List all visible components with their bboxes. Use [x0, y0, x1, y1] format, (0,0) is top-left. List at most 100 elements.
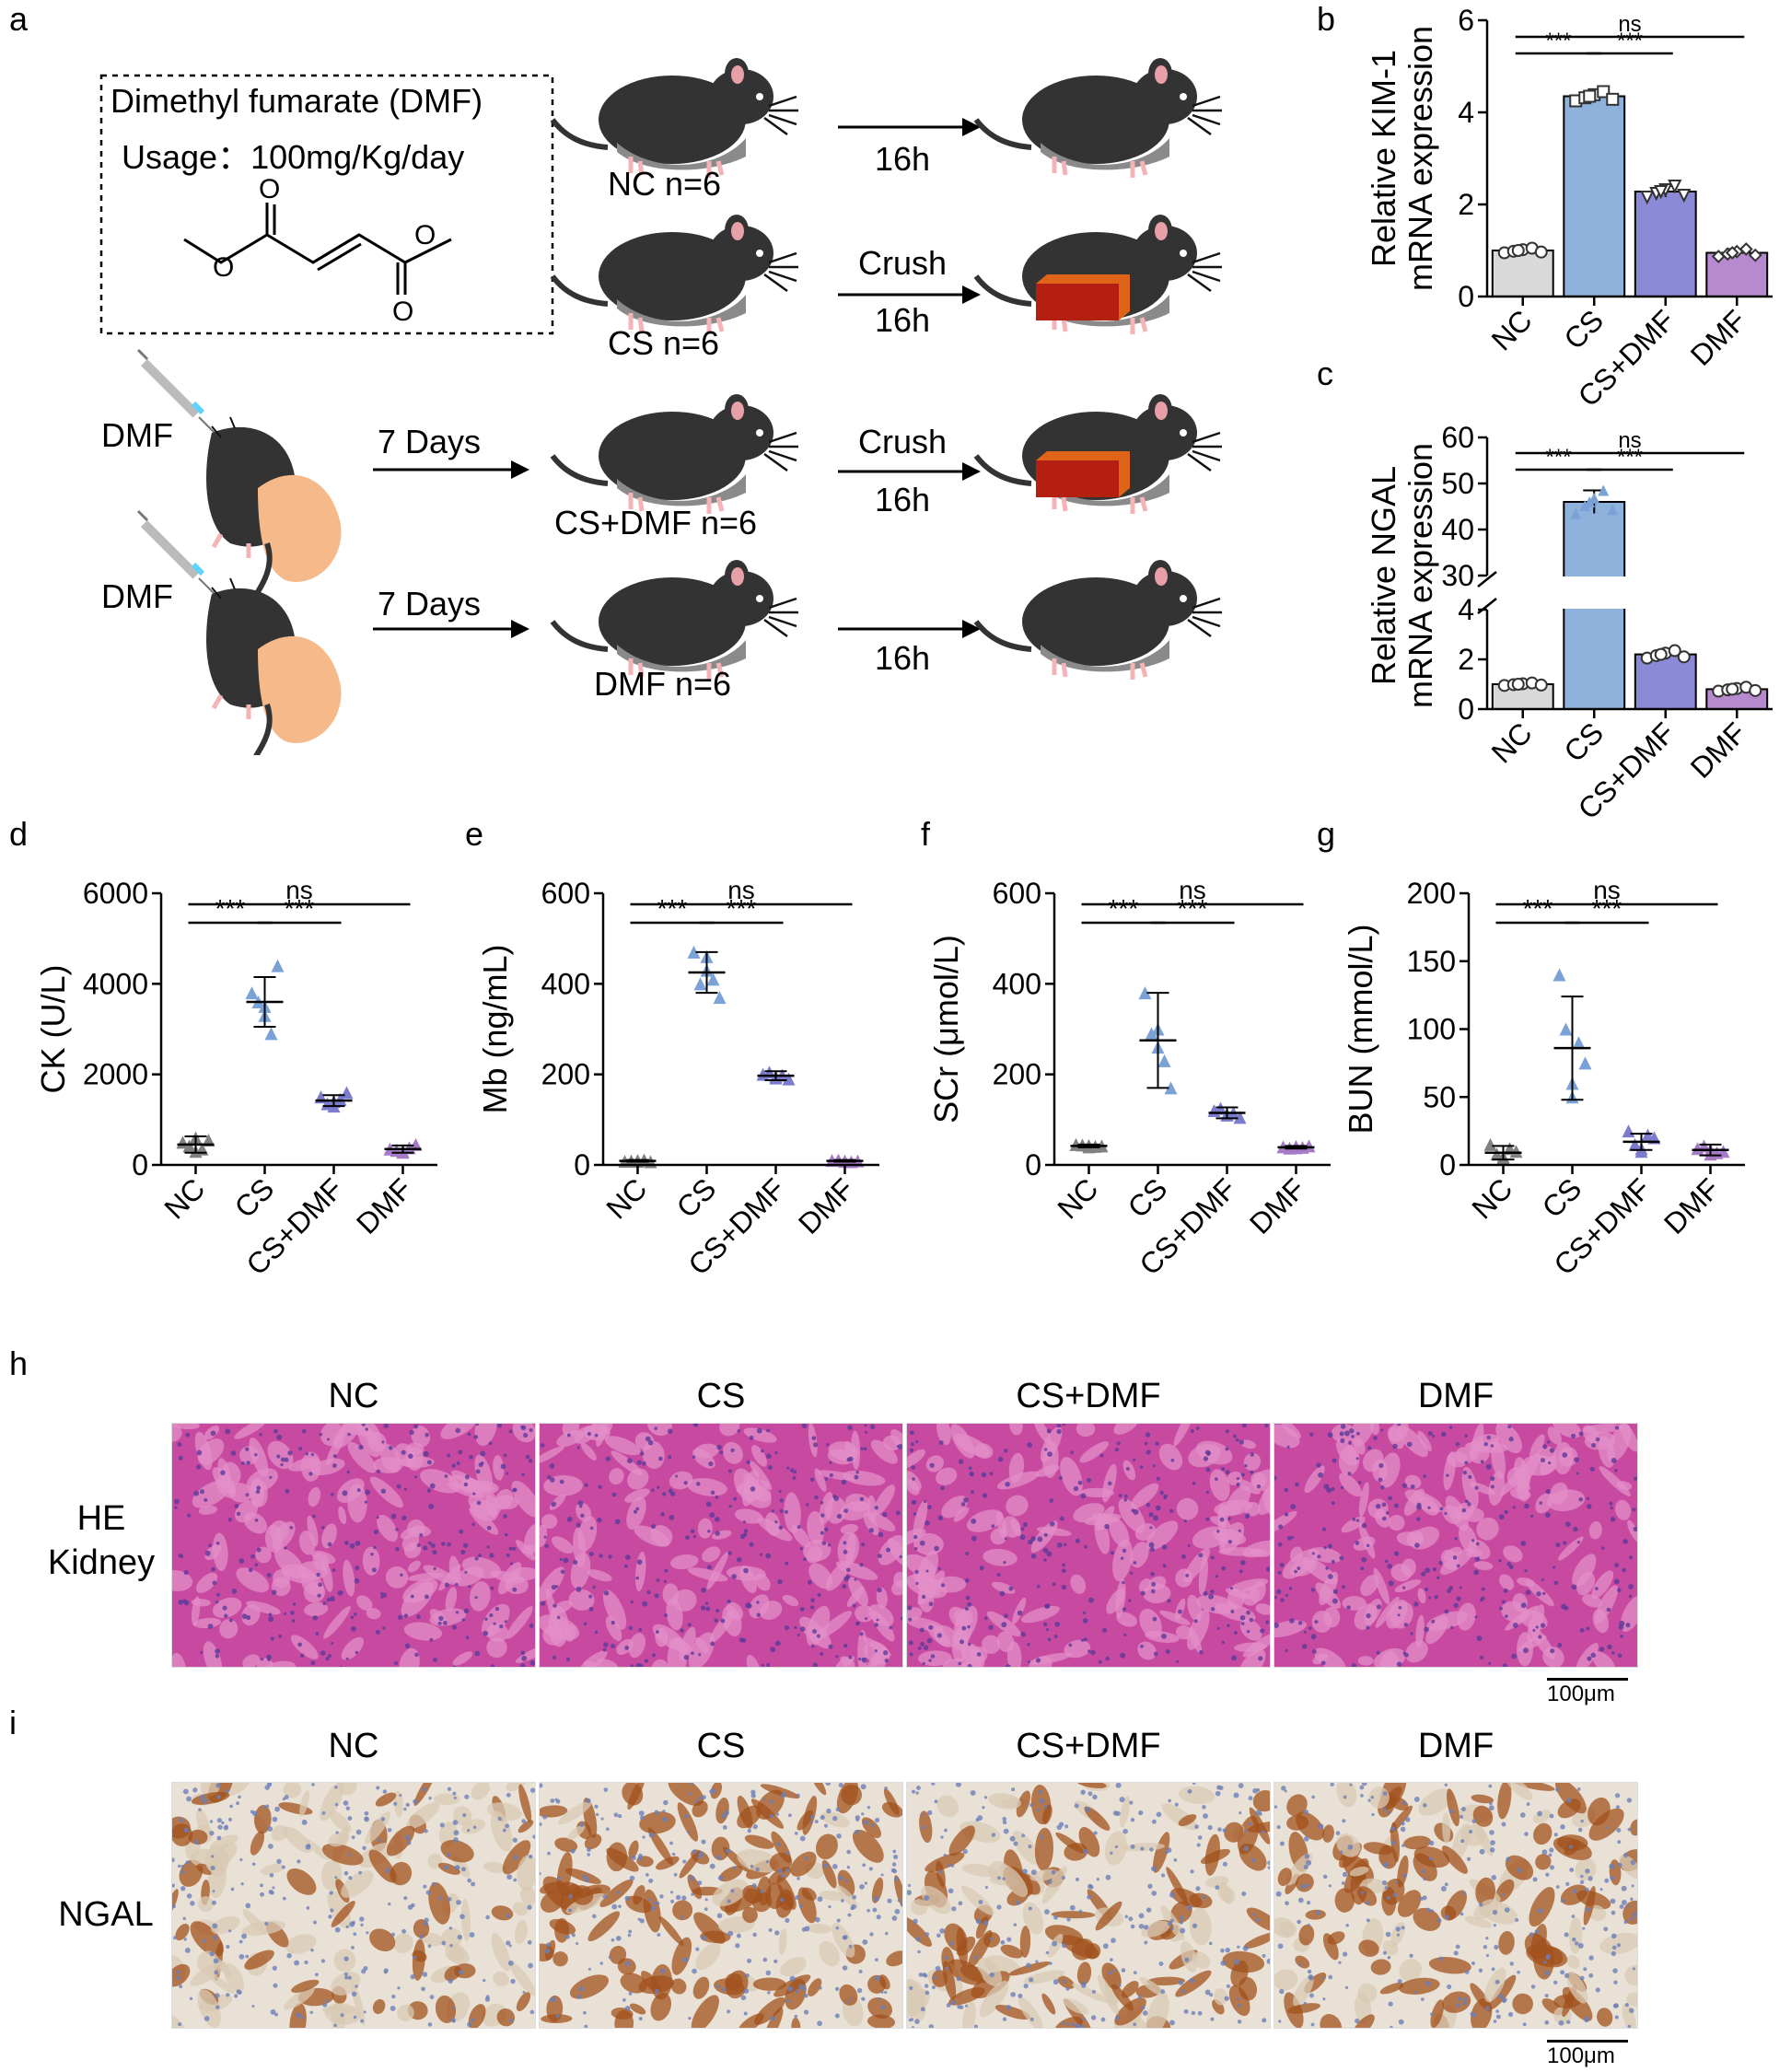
nucleus: [238, 1939, 243, 1944]
nucleus: [489, 1553, 494, 1558]
nucleus: [1314, 1620, 1319, 1624]
nucleus: [809, 1477, 815, 1483]
nucleus: [1488, 1661, 1492, 1665]
tubule: [1295, 1955, 1310, 1969]
nucleus: [1237, 2020, 1242, 2024]
nucleus: [1190, 1869, 1194, 1874]
nucleus: [376, 1786, 380, 1790]
nucleus: [765, 1860, 770, 1864]
nucleus: [1622, 1900, 1627, 1905]
y-tick-label: 0: [574, 1148, 590, 1182]
nucleus: [1490, 1840, 1495, 1845]
nucleus: [1036, 1584, 1041, 1589]
arrow-label-cs-top: Crush: [858, 244, 947, 282]
significance-label: ns: [1179, 876, 1206, 904]
nucleus: [1250, 1452, 1255, 1457]
nucleus: [1452, 1555, 1458, 1560]
nucleus: [320, 1526, 325, 1530]
tubule: [742, 1884, 762, 1904]
nucleus: [670, 1899, 675, 1903]
nucleus: [1392, 1443, 1398, 1449]
nucleus: [355, 1829, 362, 1835]
nucleus: [353, 1612, 357, 1616]
nucleus: [1402, 1651, 1407, 1655]
nucleus: [1421, 1997, 1425, 2001]
nucleus: [343, 1800, 349, 1806]
nucleus: [635, 1662, 642, 1667]
nucleus: [633, 1509, 638, 1514]
tubule: [817, 1470, 858, 1481]
nucleus: [401, 1449, 406, 1455]
nucleus: [922, 1825, 926, 1830]
nucleus: [1394, 1880, 1399, 1885]
nucleus: [453, 1796, 457, 1799]
nucleus: [1479, 1903, 1483, 1907]
nucleus: [636, 1559, 643, 1566]
nucleus: [457, 1934, 463, 1940]
tubule: [385, 1566, 409, 1589]
nucleus: [1512, 1623, 1518, 1628]
tubule: [866, 2014, 896, 2028]
tubule: [979, 1980, 1009, 2018]
nucleus: [236, 1801, 240, 1806]
nucleus: [1468, 1829, 1473, 1834]
tubule: [1535, 1493, 1553, 1514]
nucleus: [215, 1653, 220, 1659]
nucleus: [356, 1488, 361, 1493]
nucleus: [1462, 1997, 1468, 2002]
nucleus: [1587, 1656, 1592, 1661]
nucleus: [351, 1625, 356, 1632]
data-point: [1553, 968, 1566, 982]
nucleus: [179, 1817, 184, 1822]
nucleus: [490, 1664, 495, 1667]
nucleus: [587, 1432, 591, 1437]
nucleus: [862, 1938, 868, 1945]
tubule: [1274, 1510, 1297, 1536]
tubule: [876, 1587, 888, 1609]
nucleus: [773, 1959, 778, 1964]
nucleus: [503, 1514, 507, 1519]
nucleus: [925, 1990, 930, 1996]
nucleus: [552, 1655, 557, 1660]
nucleus: [774, 1930, 780, 1936]
nucleus: [687, 1831, 691, 1834]
nucleus: [276, 1434, 283, 1440]
tubule: [1494, 1879, 1515, 1903]
tubule: [719, 1424, 740, 1437]
nucleus: [1001, 1622, 1007, 1628]
nucleus: [1355, 1457, 1359, 1461]
nucleus: [1003, 1828, 1009, 1834]
tubule: [356, 1595, 373, 1612]
nucleus: [385, 1868, 390, 1873]
nucleus: [499, 1624, 504, 1629]
x-tick-label: CS: [1557, 303, 1610, 355]
tubule: [814, 1468, 827, 1492]
nucleus: [222, 1605, 227, 1611]
nucleus: [1566, 2020, 1571, 2024]
nucleus: [1063, 1542, 1067, 1547]
nucleus: [1524, 1569, 1528, 1573]
nucleus: [1489, 1830, 1494, 1835]
nucleus: [1311, 1552, 1315, 1555]
nucleus: [540, 1822, 542, 1827]
tubule: [1619, 1424, 1637, 1452]
nucleus: [1079, 2024, 1085, 2028]
nucleus: [451, 2019, 456, 2023]
nucleus: [681, 1895, 687, 1901]
nucleus: [630, 1600, 634, 1604]
nucleus: [935, 1965, 941, 1972]
nucleus: [486, 1545, 490, 1549]
significance-label: ns: [1593, 876, 1621, 904]
nucleus: [826, 1808, 832, 1814]
nucleus: [1303, 1836, 1309, 1842]
nucleus: [200, 1650, 204, 1654]
nucleus: [1553, 1980, 1558, 1985]
tubule: [578, 1650, 608, 1667]
nucleus: [1474, 1615, 1478, 1619]
tubule: [435, 1995, 457, 2024]
nucleus: [355, 1566, 360, 1571]
nucleus: [273, 1428, 278, 1434]
nucleus: [355, 1985, 358, 1988]
nucleus: [1485, 1463, 1492, 1470]
nucleus: [1373, 1436, 1378, 1440]
